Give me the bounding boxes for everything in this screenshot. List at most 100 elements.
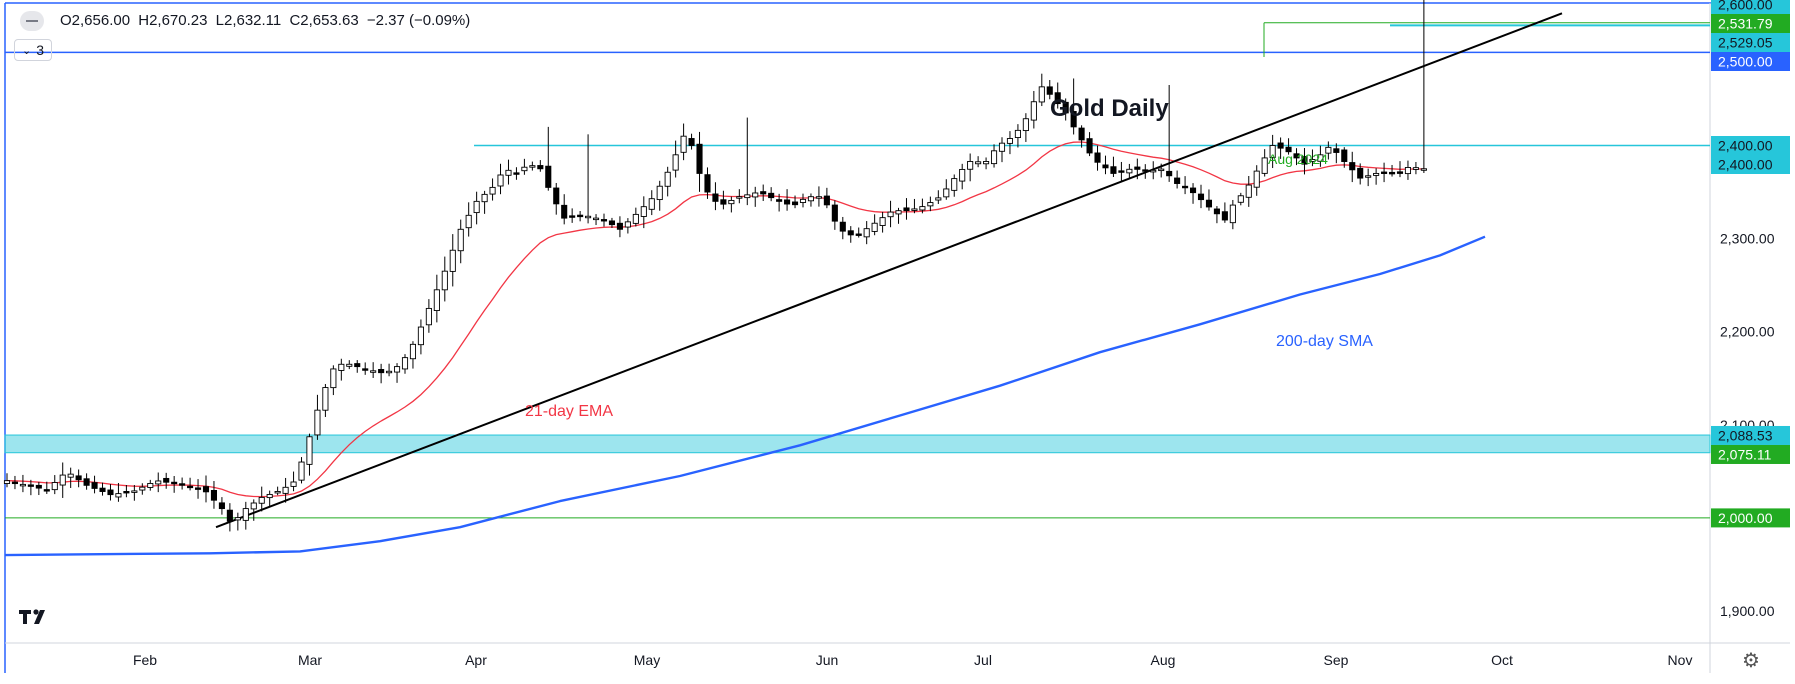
x-tick-label: Jul [974,652,992,668]
candle-body [298,461,305,481]
indicators-collapse-button[interactable]: ⌄ 3 [14,39,52,61]
symbol-icon[interactable] [20,11,44,31]
candle-body [59,474,66,486]
candle-body [481,193,488,203]
candle-body [11,481,19,485]
candle-body [258,496,265,504]
candle-body [672,154,679,171]
candle-body [887,211,894,218]
x-tick-label: Jun [816,652,839,668]
candle-body [752,192,759,198]
candle-body [171,481,178,485]
x-tick-label: Apr [465,652,487,668]
aug-label: Aug 2024 [1268,151,1328,167]
candle-body [600,219,608,222]
y-tick-label: 2,300.00 [1720,231,1775,247]
candle-body [561,204,568,219]
price-badge [1711,33,1790,52]
candle-body [839,221,846,232]
candle-body [871,222,878,232]
candle-body [967,161,974,170]
candle-body [1094,152,1101,163]
candle-body [163,477,170,483]
candle-body [616,222,623,230]
candle-body [529,165,536,168]
candle-body [489,186,496,195]
candle-body [855,233,862,236]
candle-body [1158,168,1165,172]
candle-body [640,206,647,217]
candle-body [688,138,695,146]
candle-body [656,185,663,201]
candle-body [1110,166,1117,174]
sma-label: 200-day SMA [1276,333,1373,350]
candle-body [608,220,616,226]
price-badge-label: 2,000.00 [1718,510,1773,526]
price-badge [1711,444,1790,464]
candle-body [1174,177,1181,184]
settings-gear-icon[interactable]: ⚙ [1742,650,1760,672]
candle-body [1301,156,1308,165]
candle-body [1022,118,1029,132]
candle-body [951,178,958,191]
candle-body [1046,86,1053,95]
price-badge [1711,14,1790,33]
time-axis: Feb Mar Apr May Jun Jul Aug Sep Oct Nov [133,652,1693,668]
candle-body [1205,199,1213,208]
candle-body [282,486,289,494]
candle-body [1014,129,1021,139]
candle-body [433,289,440,311]
candle-body [784,199,791,205]
tradingview-logo [19,609,45,624]
candle-body [1285,146,1292,153]
price-badge [1711,136,1790,155]
candle-body [1054,92,1061,105]
candle-body [449,249,456,272]
trendline [215,12,1563,529]
support-zone [4,434,1711,454]
candle-body [975,161,982,165]
candle-body [744,194,751,199]
candle-body [234,517,241,521]
candle-body [1150,169,1157,173]
candle-body [1062,101,1069,114]
indicator-count: 3 [36,42,44,58]
candle-body [417,326,424,346]
candle-body [218,502,225,510]
candle-body [306,436,313,465]
candle-body [409,343,417,360]
candle-body [998,142,1006,152]
candle-body [314,409,321,436]
candle-body [139,486,146,491]
price-badge-label: 2,088.53 [1718,427,1773,443]
candle-body [1277,142,1284,149]
price-badge-label: 2,529.05 [1718,35,1773,51]
candle-body [1142,169,1149,172]
candle-body [776,199,783,202]
candle-body [107,489,114,496]
price-badge-label: 2,075.11 [1718,446,1772,462]
candle-body [712,193,719,202]
x-tick-label: Sep [1324,652,1349,668]
candle-body [1333,148,1340,153]
candle-body [91,482,98,489]
candle-body [537,165,544,170]
candle-body [943,188,950,198]
legend-low: L2,632.11 [215,12,282,29]
candle-body [1086,138,1093,154]
candle-body [592,217,600,221]
candle-body [959,168,966,182]
candle-body [1078,127,1085,141]
x-tick-label: Aug [1151,652,1176,668]
price-badges: 2,685.632,654.882,635.002,600.182,600.00… [1711,0,1790,528]
candle-body [27,484,34,487]
candle-body [338,363,345,371]
price-badge-label: 2,400.00 [1718,157,1773,173]
candle-body [401,357,409,370]
candle-body [370,370,377,373]
candle-body [179,483,186,486]
candle-body [393,366,401,373]
candle-body [1412,167,1419,170]
candle-body [378,369,385,374]
